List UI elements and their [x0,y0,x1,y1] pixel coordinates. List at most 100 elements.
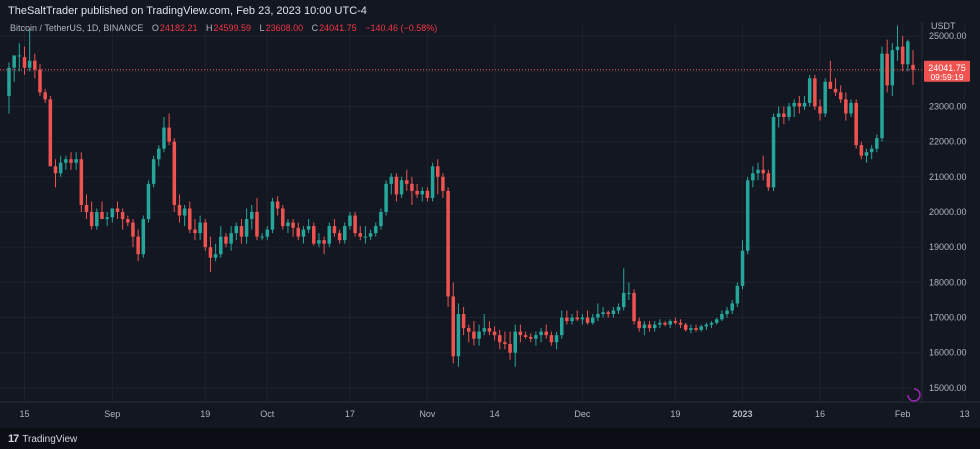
candle-body [7,67,11,96]
candle-body [89,212,94,227]
low-label: L [259,23,265,33]
candle-body [895,46,900,51]
candle-body [146,183,151,220]
candle-body [869,148,874,153]
candle-body [368,233,373,237]
candle-body [570,317,574,322]
candle-body [141,219,146,255]
candle-body [79,159,84,205]
candle-body [694,328,698,330]
candle-body [699,326,703,330]
candle-body [725,310,729,315]
candle-body [74,159,78,163]
candle-body [84,204,89,212]
y-tick-label: 25000.00 [929,31,967,41]
low-value: 23608.00 [265,23,304,33]
candle-body [110,208,115,218]
candle-body [751,173,755,181]
candle-body [807,78,812,103]
candle-body [358,233,363,237]
footer-bar: 17 TradingView [0,428,980,449]
candle-body [596,314,600,318]
candle-body [348,215,352,227]
candle-body [637,321,641,329]
candle-body [27,60,32,68]
price-chart[interactable]: USDT 15000.00 16000.00 17000.00 18000.00 1900… [0,22,980,424]
candle-body [838,92,843,100]
candle-body [48,99,53,167]
candle-body [482,328,487,332]
candle-body [906,41,910,65]
chart-background [0,22,980,424]
candle-body [797,102,802,107]
candle-body [131,222,135,237]
candle-body [33,60,37,70]
candle-body [198,222,202,234]
candle-body [549,335,554,343]
candle-body [177,204,182,216]
candle-body [792,102,796,107]
candle-body [647,324,652,329]
candle-body [627,292,631,294]
candle-body [136,236,140,255]
y-tick-label: 20000.00 [929,207,967,217]
open-label: O [151,23,159,33]
candle-body [472,331,476,339]
y-tick-label: 22000.00 [929,137,967,147]
tradingview-logo[interactable]: 17 TradingView [8,433,77,445]
candle-body [446,190,450,297]
candle-body [911,64,915,70]
candle-body [766,173,771,188]
candle-body [270,201,275,230]
candle-body [849,102,853,114]
candle-body [12,55,16,68]
open-value: 24182.21 [159,23,198,33]
candle-body [709,322,714,325]
candle-body [787,106,791,117]
x-tick-label: Sep [104,409,120,419]
candle-body [668,321,672,325]
candle-body [730,303,734,311]
candle-body [188,208,192,230]
y-tick-label: 23000.00 [929,101,967,111]
candle-body [802,102,807,107]
ohlc-legend: Bitcoin / TetherUS, 1D, BINANCE O24182.2… [10,23,437,33]
candle-body [120,212,125,220]
candle-body [859,145,864,156]
candle-body [95,212,99,227]
candle-body [115,208,120,212]
candle-body [745,180,750,251]
candle-body [523,335,528,337]
candle-body [534,335,538,339]
x-tick-label: 19 [200,409,210,419]
candle-body [621,292,626,307]
candle-body [332,226,337,234]
candle-body [322,240,326,244]
candle-body [565,317,569,322]
tradingview-brand: TradingView [22,433,78,445]
x-tick-label: 14 [490,409,500,419]
candle-body [234,226,239,234]
candle-body [689,328,693,330]
candle-body [528,336,533,339]
candle-body [652,324,657,329]
candle-body [487,328,492,332]
candle-body [363,236,368,238]
candle-body [43,92,47,100]
publisher-credit: TheSaltTrader published on TradingView.c… [8,5,367,17]
high-value: 24599.59 [213,23,252,33]
candle-body [503,342,507,344]
candle-body [658,322,662,325]
candle-body [497,335,502,343]
last-price-badge [924,60,970,82]
candle-body [239,226,244,237]
candle-body [782,113,786,117]
x-tick-label: 16 [815,409,825,419]
y-tick-label: 16000.00 [929,348,967,358]
candle-body [559,317,564,336]
candle-body [275,201,280,209]
candle-body [53,166,58,174]
candle-body [890,50,895,86]
candle-body [761,169,765,174]
candle-body [875,138,879,149]
